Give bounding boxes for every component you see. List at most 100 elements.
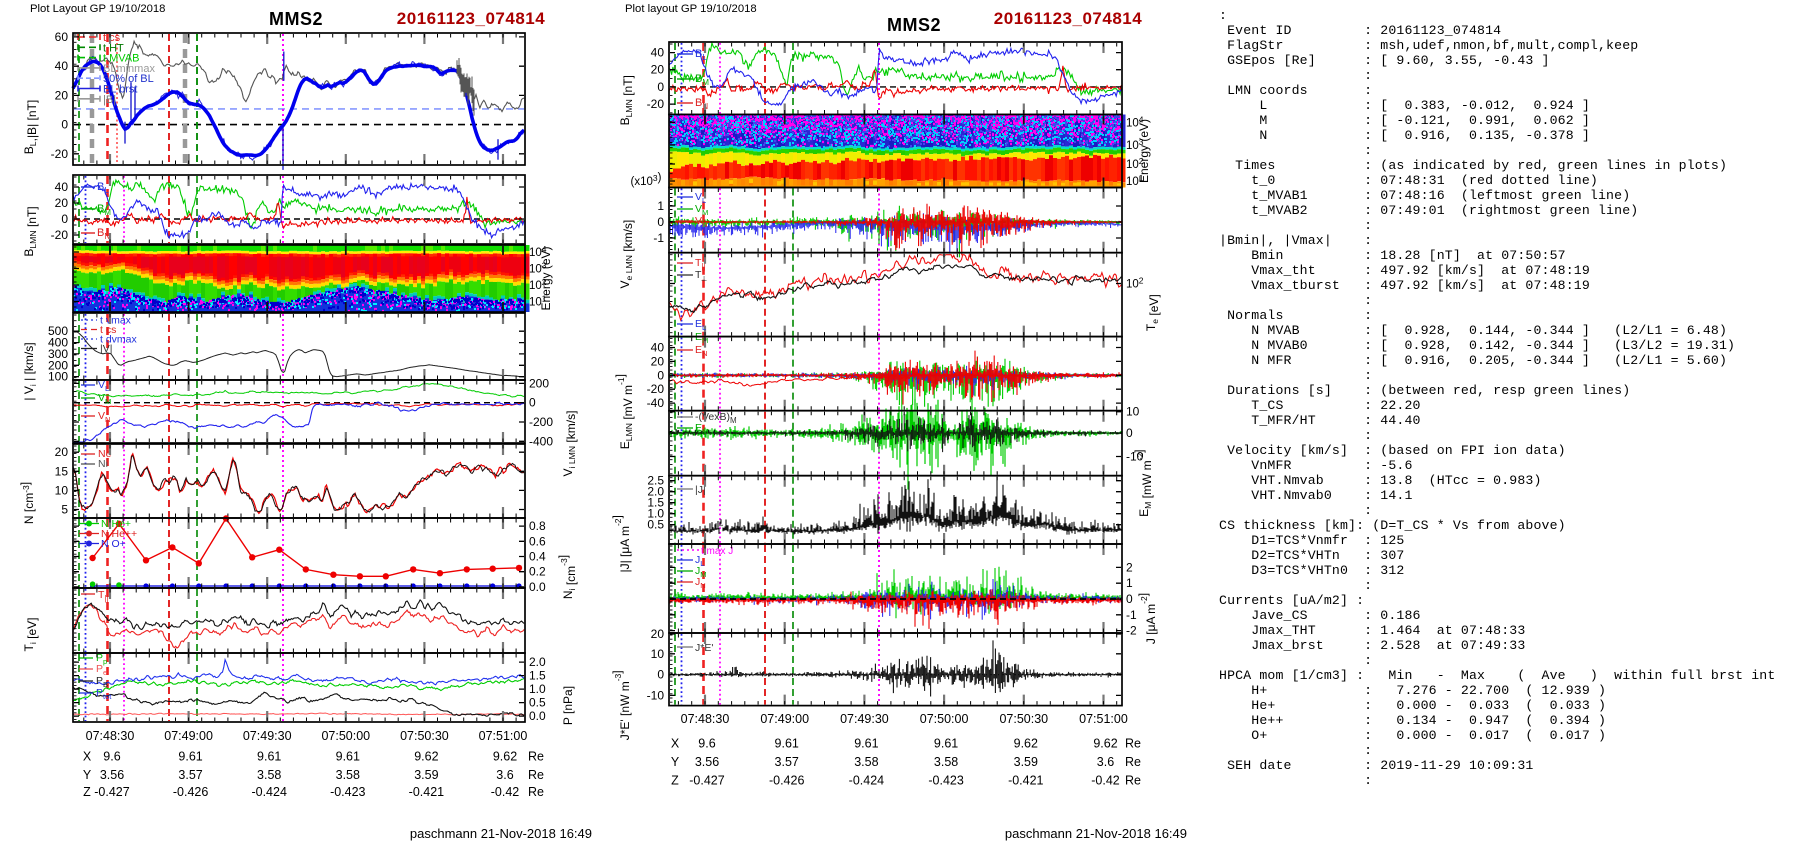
svg-text:T||: T|| <box>695 257 706 271</box>
svg-text:-0.421: -0.421 <box>1008 774 1043 788</box>
svg-text:t HT: t HT <box>103 42 124 54</box>
svg-text:-2: -2 <box>1126 624 1137 638</box>
svg-text:07:50:00: 07:50:00 <box>920 712 969 726</box>
svg-text:BM: BM <box>97 203 111 217</box>
svg-text:9.61: 9.61 <box>854 737 878 751</box>
svg-text:3.58: 3.58 <box>854 755 878 769</box>
svg-text:3.58: 3.58 <box>934 755 958 769</box>
svg-text:1.5: 1.5 <box>529 669 546 683</box>
svg-text:Re: Re <box>1125 774 1141 788</box>
svg-text:10: 10 <box>55 483 69 497</box>
svg-text:10: 10 <box>651 647 665 661</box>
svg-text:-1: -1 <box>653 231 664 245</box>
svg-text:Re: Re <box>1125 755 1141 769</box>
svg-text:20161123_074814: 20161123_074814 <box>994 9 1142 28</box>
svg-text:VM: VM <box>98 392 111 406</box>
svg-text:3.56: 3.56 <box>100 768 124 782</box>
svg-text:20: 20 <box>651 63 665 77</box>
svg-text:Ni [cm-3]: Ni [cm-3] <box>556 555 578 599</box>
svg-text:1.5: 1.5 <box>647 496 664 510</box>
svg-text:200: 200 <box>529 376 549 390</box>
svg-text:-20: -20 <box>647 382 665 396</box>
svg-text:0: 0 <box>1126 592 1133 606</box>
svg-text:0: 0 <box>61 118 68 132</box>
svg-text:0: 0 <box>529 396 536 410</box>
svg-text:-0.427: -0.427 <box>94 785 129 799</box>
svg-text:Re: Re <box>528 768 544 782</box>
svg-text:3.57: 3.57 <box>178 768 202 782</box>
svg-text:EM: EM <box>695 422 708 436</box>
svg-text:Z: Z <box>83 785 91 799</box>
svg-text:1: 1 <box>1126 576 1133 590</box>
svg-text:0.6: 0.6 <box>529 534 546 548</box>
svg-text:20: 20 <box>651 354 665 368</box>
svg-text:-0.42: -0.42 <box>491 785 520 799</box>
svg-text:X: X <box>671 737 680 751</box>
svg-text:BLMN [nT]: BLMN [nT] <box>22 206 39 256</box>
svg-text:1.0: 1.0 <box>647 507 664 521</box>
svg-text:JN: JN <box>695 576 706 590</box>
svg-text:VN: VN <box>695 215 707 229</box>
svg-text:T⟂: T⟂ <box>695 269 707 283</box>
svg-text:40: 40 <box>651 46 665 60</box>
svg-text:2.0: 2.0 <box>647 485 664 499</box>
svg-text:-0.426: -0.426 <box>173 785 208 799</box>
svg-text:07:49:30: 07:49:30 <box>840 712 889 726</box>
svg-text:t max J: t max J <box>701 546 733 557</box>
svg-text:Ne: Ne <box>98 448 112 460</box>
svg-text:-40: -40 <box>647 396 665 410</box>
svg-text:3.6: 3.6 <box>496 768 513 782</box>
svg-text:9.62: 9.62 <box>1014 737 1038 751</box>
svg-text:9.6: 9.6 <box>698 737 715 751</box>
svg-text:-10: -10 <box>647 688 665 702</box>
svg-text:9.61: 9.61 <box>934 737 958 751</box>
svg-text:9.62: 9.62 <box>1093 737 1117 751</box>
svg-text:N O+: N O+ <box>101 538 126 550</box>
svg-text:Re: Re <box>528 750 544 764</box>
svg-text:VL: VL <box>695 191 706 205</box>
svg-text:200: 200 <box>48 358 68 372</box>
svg-text:-200: -200 <box>529 415 553 429</box>
svg-text:Pe: Pe <box>96 663 107 677</box>
svg-text:Energy (eV): Energy (eV) <box>539 246 553 310</box>
svg-text:t vmax: t vmax <box>100 315 132 327</box>
svg-text:N [cm-3]: N [cm-3] <box>18 482 36 524</box>
svg-text:07:49:00: 07:49:00 <box>760 712 809 726</box>
svg-text:-20: -20 <box>51 228 69 242</box>
svg-text:5: 5 <box>61 503 68 517</box>
svg-text:40: 40 <box>55 59 69 73</box>
svg-text:Ni: Ni <box>98 458 108 470</box>
svg-text:3.58: 3.58 <box>257 768 281 782</box>
svg-text:Vi LMN [km/s]: Vi LMN [km/s] <box>561 411 578 477</box>
svg-text:0: 0 <box>1126 426 1133 440</box>
svg-text:50% of BL: 50% of BL <box>103 73 154 85</box>
svg-text:Pp: Pp <box>96 652 107 666</box>
svg-text:(x103): (x103) <box>631 172 662 188</box>
svg-text:9.61: 9.61 <box>178 750 202 764</box>
svg-text:2.5: 2.5 <box>647 474 664 488</box>
svg-text:0: 0 <box>657 668 664 682</box>
svg-text:BLminmax: BLminmax <box>103 63 155 75</box>
svg-text:3.58: 3.58 <box>336 768 360 782</box>
svg-text:|J| [μA m-2]: |J| [μA m-2] <box>610 515 632 572</box>
svg-text:3.56: 3.56 <box>695 755 719 769</box>
svg-text:0.5: 0.5 <box>529 696 546 710</box>
svg-text:0: 0 <box>657 80 664 94</box>
svg-text:3.59: 3.59 <box>1014 755 1038 769</box>
svg-text:0: 0 <box>657 368 664 382</box>
svg-text:N He++: N He++ <box>101 528 137 540</box>
svg-text:Ve LMN [km/s]: Ve LMN [km/s] <box>618 220 635 289</box>
svg-text:07:49:00: 07:49:00 <box>164 729 213 743</box>
svg-text:-0.421: -0.421 <box>409 785 444 799</box>
svg-text:Ti [eV]: Ti [eV] <box>22 618 39 652</box>
svg-text:07:50:30: 07:50:30 <box>400 729 449 743</box>
svg-text:1.0: 1.0 <box>529 682 546 696</box>
svg-text:07:51:00: 07:51:00 <box>1079 712 1128 726</box>
svg-text:t cs: t cs <box>100 324 116 336</box>
svg-text:paschmann 21-Nov-2018 16:49: paschmann 21-Nov-2018 16:49 <box>1005 826 1187 841</box>
svg-text:Y: Y <box>671 755 680 769</box>
svg-text:-0.424: -0.424 <box>849 774 884 788</box>
svg-text:500: 500 <box>48 324 68 338</box>
svg-text:BL brst: BL brst <box>103 84 137 96</box>
svg-text:BN: BN <box>695 97 708 111</box>
